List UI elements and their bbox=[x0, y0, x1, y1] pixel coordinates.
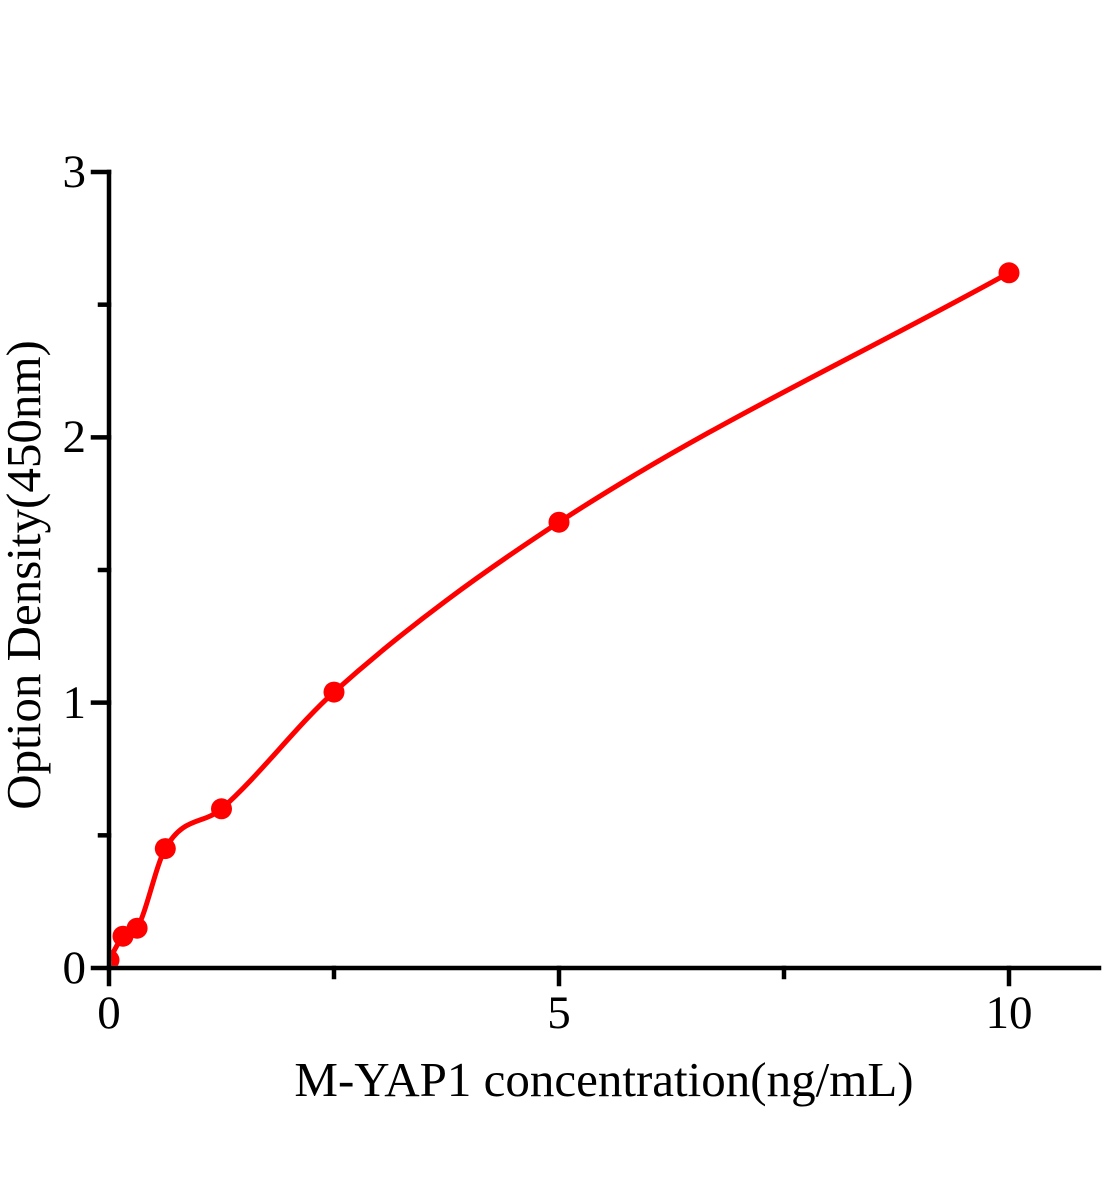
x-axis-tick-labels: 0 5 10 bbox=[97, 987, 1032, 1039]
y-axis-tick-labels: 0 1 2 3 bbox=[63, 146, 87, 994]
data-point-marker bbox=[154, 838, 176, 860]
y-tick-label-1: 1 bbox=[63, 677, 87, 729]
data-point-marker bbox=[548, 511, 570, 533]
data-point-marker bbox=[211, 798, 232, 820]
data-point-marker bbox=[111, 949, 120, 966]
x-tick-label-5: 5 bbox=[547, 987, 571, 1039]
data-point-marker bbox=[998, 262, 1020, 284]
x-tick-label-0: 0 bbox=[97, 987, 121, 1039]
standard-curve-series bbox=[111, 262, 1020, 966]
y-tick-label-2: 2 bbox=[63, 411, 87, 463]
y-tick-label-0: 0 bbox=[63, 942, 87, 994]
standard-curve-line bbox=[111, 270, 1012, 962]
plot-layer bbox=[90, 169, 1102, 987]
y-axis-title: Option Density(450nm) bbox=[0, 340, 51, 810]
x-axis-title: M-YAP1 concentration(ng/mL) bbox=[294, 1052, 913, 1107]
y-tick-label-3: 3 bbox=[63, 146, 87, 198]
data-point-marker bbox=[323, 681, 345, 703]
x-tick-label-10: 10 bbox=[986, 987, 1033, 1039]
axes bbox=[90, 169, 1102, 987]
data-point-marker bbox=[126, 917, 148, 939]
